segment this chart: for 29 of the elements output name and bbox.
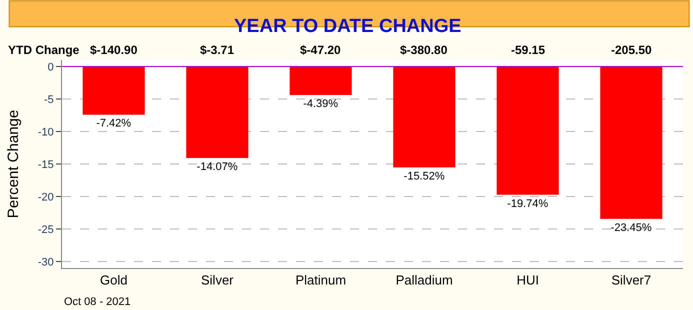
- text: Oct 08 - 2021: [64, 296, 131, 308]
- y-tick-label: -25: [38, 224, 54, 236]
- text: YTD Change: [8, 43, 80, 57]
- data-label: -4.39%: [303, 98, 338, 110]
- y-axis-title: Percent Change: [5, 110, 22, 218]
- text: -205.50: [611, 43, 652, 57]
- x-tick-label: Gold: [100, 272, 128, 288]
- y-tick-label: -10: [38, 126, 54, 138]
- data-label: -14.07%: [196, 160, 238, 173]
- text: $-380.80: [400, 43, 448, 57]
- y-tick-label: -5: [44, 94, 54, 106]
- text: -59.15: [511, 43, 546, 57]
- data-label: -7.42%: [96, 118, 132, 130]
- x-tick-label: Silver7: [611, 272, 652, 288]
- x-tick-label: Palladium: [396, 272, 453, 288]
- text: $-3.71: [200, 43, 234, 57]
- y-tick-label: -30: [38, 256, 54, 268]
- chart-title: YEAR TO DATE CHANGE: [234, 16, 462, 37]
- y-tick-label: -20: [38, 191, 54, 204]
- y-tick-label: 0: [48, 61, 54, 74]
- data-label: -15.52%: [404, 170, 445, 182]
- text: $-47.20: [300, 43, 342, 57]
- y-tick-label: -15: [38, 158, 54, 171]
- data-label: -19.74%: [507, 198, 548, 210]
- data-label: -23.45%: [610, 222, 652, 234]
- x-tick-label: Platinum: [295, 272, 346, 288]
- text: $-140.90: [90, 43, 138, 57]
- x-tick-label: Silver: [200, 272, 234, 288]
- x-tick-label: HUI: [516, 272, 539, 288]
